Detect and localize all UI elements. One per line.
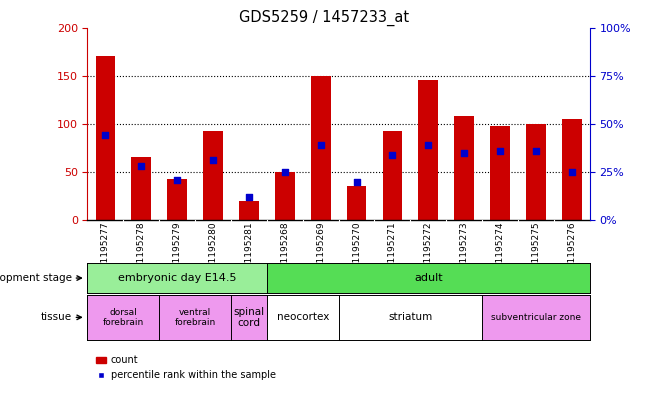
Bar — [347, 186, 366, 220]
Bar — [95, 56, 115, 220]
Text: striatum: striatum — [388, 312, 432, 322]
Bar — [167, 179, 187, 220]
Text: adult: adult — [414, 273, 443, 283]
Text: development stage: development stage — [0, 273, 72, 283]
Bar — [490, 126, 510, 220]
Point — [423, 142, 434, 148]
Text: tissue: tissue — [41, 312, 72, 322]
Text: GDS5259 / 1457233_at: GDS5259 / 1457233_at — [239, 10, 409, 26]
Text: neocortex: neocortex — [277, 312, 329, 322]
Legend: count, percentile rank within the sample: count, percentile rank within the sample — [93, 352, 280, 384]
Point — [388, 151, 398, 158]
FancyArrowPatch shape — [76, 276, 82, 280]
Bar — [382, 130, 402, 220]
Bar — [526, 124, 546, 220]
Point — [459, 149, 469, 156]
Bar — [132, 158, 151, 220]
Point — [316, 142, 326, 148]
Bar — [562, 119, 582, 220]
Bar — [239, 201, 259, 220]
Point — [244, 194, 254, 200]
Point — [495, 148, 505, 154]
Bar — [419, 81, 438, 220]
Text: embryonic day E14.5: embryonic day E14.5 — [118, 273, 237, 283]
Point — [279, 169, 290, 175]
Bar — [454, 116, 474, 220]
Text: spinal
cord: spinal cord — [233, 307, 264, 328]
Point — [172, 176, 182, 183]
Bar — [275, 172, 295, 220]
Point — [208, 157, 218, 163]
Text: subventricular zone: subventricular zone — [491, 313, 581, 322]
Text: dorsal
forebrain: dorsal forebrain — [103, 308, 144, 327]
FancyArrowPatch shape — [76, 315, 82, 320]
Point — [136, 163, 146, 169]
Bar — [203, 130, 223, 220]
Point — [531, 148, 541, 154]
Point — [566, 169, 577, 175]
Text: ventral
forebrain: ventral forebrain — [174, 308, 216, 327]
Point — [100, 132, 111, 138]
Point — [351, 178, 362, 185]
Bar — [311, 75, 330, 220]
